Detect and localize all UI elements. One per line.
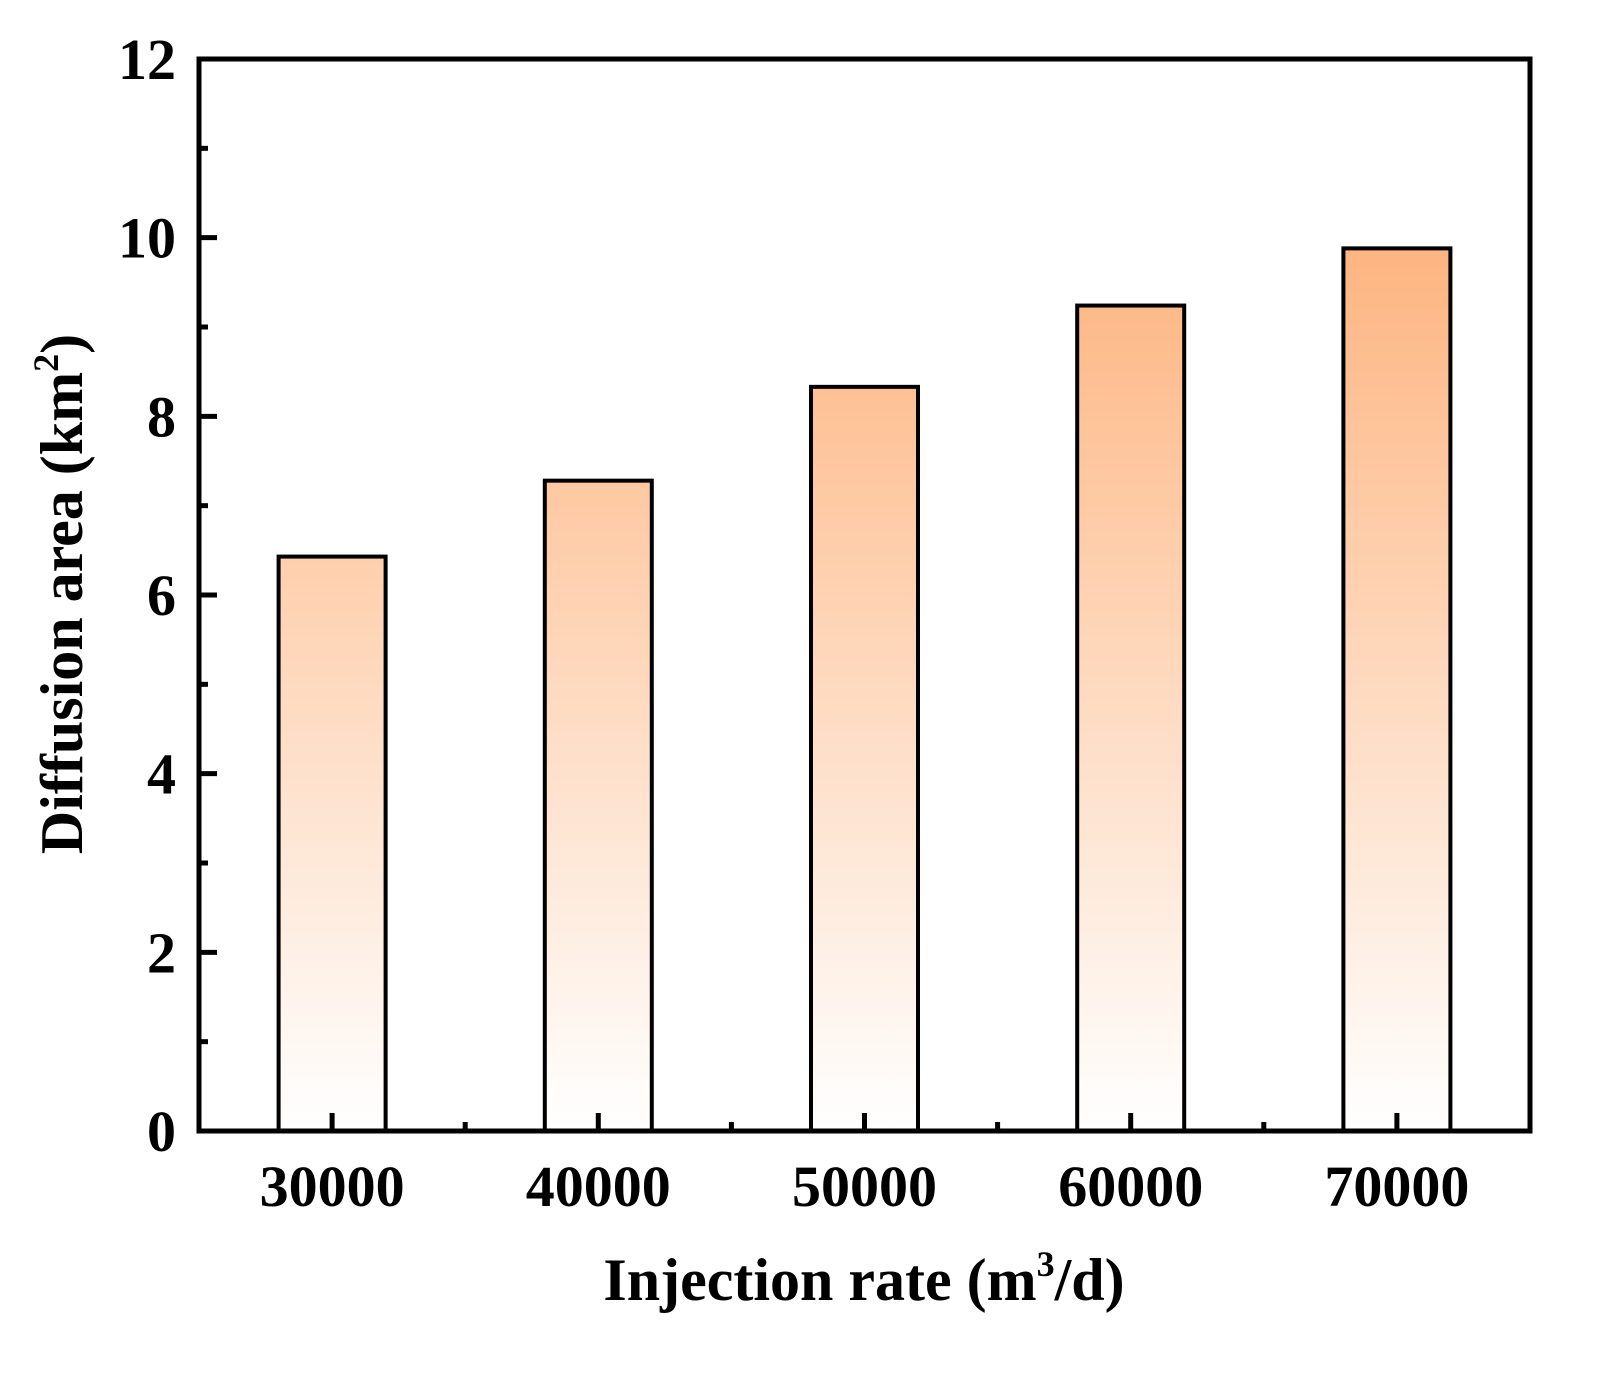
x-axis-title: Injection rate (m3/d) <box>603 1244 1124 1313</box>
y-tick-label: 10 <box>118 206 176 271</box>
y-tick-label: 12 <box>118 27 176 92</box>
y-tick-label: 2 <box>147 920 176 985</box>
x-tick-label: 50000 <box>792 1154 937 1219</box>
y-axis-title: Diffusion area (km2) <box>26 334 95 854</box>
x-tick-label: 70000 <box>1324 1154 1469 1219</box>
bar-40000 <box>542 478 654 1133</box>
x-tick-label: 40000 <box>526 1154 671 1219</box>
bar-30000 <box>276 554 388 1133</box>
y-tick-label: 6 <box>147 563 176 628</box>
x-tick-label: 30000 <box>260 1154 405 1219</box>
bar-50000 <box>809 384 920 1133</box>
y-tick-label: 8 <box>147 384 176 449</box>
bar-70000 <box>1341 246 1453 1134</box>
y-tick-label: 4 <box>147 742 176 807</box>
bar-60000 <box>1075 303 1187 1133</box>
x-tick-label: 60000 <box>1058 1154 1203 1219</box>
plot-frame <box>196 56 1533 1134</box>
y-tick-label: 0 <box>147 1099 176 1164</box>
